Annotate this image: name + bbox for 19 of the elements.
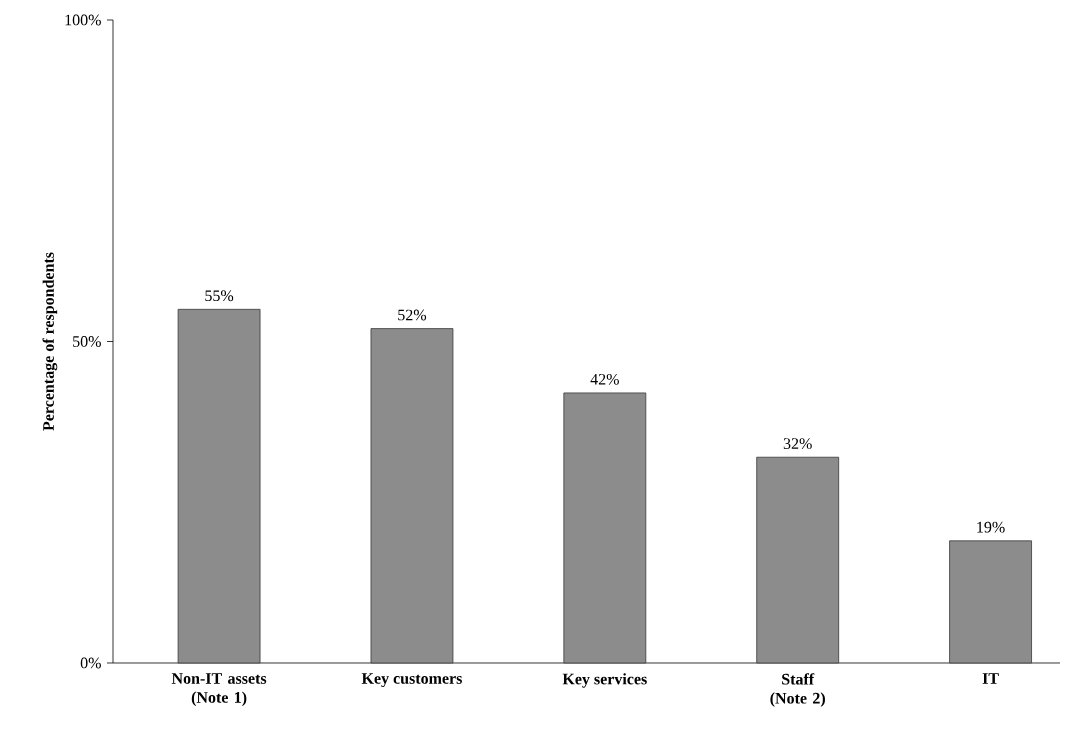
- data-label: 42%: [590, 373, 619, 385]
- y-tick-label: 50%: [73, 336, 101, 347]
- y-tick-label: 100%: [65, 14, 101, 26]
- y-tick-label: 0%: [80, 657, 101, 669]
- x-tick-label: Key services: [562, 673, 647, 688]
- bar: [370, 328, 454, 664]
- x-tick-label: Non-IT assets (Note 1): [171, 673, 267, 707]
- data-label: 55%: [205, 290, 234, 302]
- data-label: 52%: [398, 309, 427, 321]
- bar: [177, 308, 261, 664]
- x-tick-label: Key customers: [361, 673, 462, 688]
- bar: [756, 456, 840, 664]
- x-tick-label: IT: [982, 673, 999, 684]
- bar: [563, 392, 647, 664]
- data-label: 32%: [783, 438, 812, 450]
- x-tick-label: Staff (Note 2): [770, 673, 825, 707]
- data-label: 19%: [977, 521, 1005, 533]
- y-axis-title: Percentage of respondents: [42, 252, 58, 431]
- bar: [949, 540, 1032, 664]
